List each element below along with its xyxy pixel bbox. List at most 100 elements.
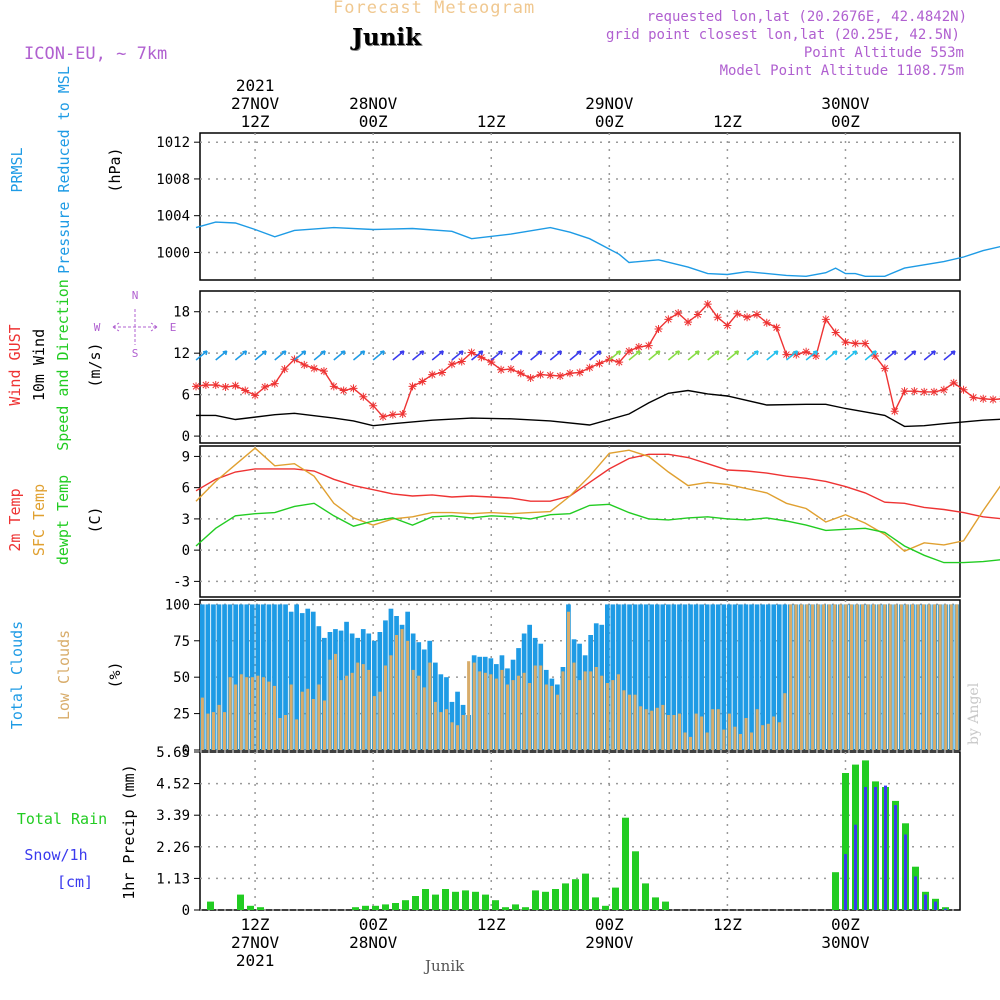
gust-marker xyxy=(664,315,673,324)
low-cloud-bar xyxy=(300,691,304,750)
time-tick-label: 27NOV xyxy=(231,933,280,952)
total-cloud-bar xyxy=(610,604,616,750)
axis-label: 10m Wind xyxy=(30,329,48,401)
gust-marker xyxy=(654,325,663,333)
gust-marker xyxy=(890,407,899,416)
gust-marker xyxy=(733,309,742,318)
gust-marker xyxy=(270,379,279,388)
low-cloud-bar xyxy=(844,604,848,750)
low-cloud-bar xyxy=(589,671,593,750)
total-cloud-bar xyxy=(377,632,383,750)
low-cloud-bar xyxy=(944,604,948,750)
axis-label: dewpt Temp xyxy=(54,475,72,565)
low-cloud-bar xyxy=(400,629,404,750)
wind-arrow xyxy=(923,350,936,361)
low-cloud-bar xyxy=(211,712,215,750)
time-tick-label: 12Z xyxy=(241,915,270,934)
total-cloud-bar xyxy=(738,604,743,750)
gust-marker xyxy=(772,323,781,332)
gust-marker xyxy=(388,410,397,419)
total-cloud-bar xyxy=(322,637,327,750)
gust-marker xyxy=(310,364,319,373)
wind-arrow xyxy=(845,350,858,361)
low-cloud-bar xyxy=(777,722,781,750)
low-cloud-bar xyxy=(206,713,210,750)
time-tick-label: 29NOV xyxy=(585,933,634,952)
low-cloud-bar xyxy=(383,665,387,750)
panel-frame xyxy=(199,290,961,444)
wind-arrow xyxy=(195,350,208,361)
gust-marker xyxy=(556,371,565,380)
gust-marker xyxy=(369,401,378,410)
low-cloud-bar xyxy=(883,604,887,750)
gust-marker xyxy=(359,392,368,401)
y-tick-label: 18 xyxy=(173,305,190,321)
gust-marker xyxy=(939,385,948,394)
total-cloud-bar xyxy=(305,608,311,750)
model-point-altitude: Model Point Altitude 1108.75m xyxy=(719,63,964,79)
snow-bar xyxy=(884,785,887,910)
snow-bar xyxy=(944,908,947,910)
wind-arrow xyxy=(510,350,523,361)
wind-arrow xyxy=(805,350,818,361)
gust-marker xyxy=(979,394,988,403)
gust-marker xyxy=(969,393,978,402)
series-t2m xyxy=(195,453,1000,520)
low-cloud-bar xyxy=(544,684,548,750)
gust-marker xyxy=(949,378,958,387)
rain-bar xyxy=(502,907,509,910)
gust-marker xyxy=(300,360,309,369)
snow-bar xyxy=(914,876,917,910)
low-cloud-bar xyxy=(910,604,914,750)
panel-clouds: 0 25 50 75 100 Total Clouds Low Clouds (%) xyxy=(8,597,961,759)
wind-arrow xyxy=(589,350,602,361)
panel-pressure: 1000 1004 1008 1012 PRMSL Pressure Reduced to… xyxy=(8,66,1000,281)
total-cloud-bar xyxy=(455,691,460,750)
low-cloud-bar xyxy=(727,713,731,750)
gust-marker xyxy=(802,347,811,356)
wind-arrow xyxy=(746,350,759,361)
rain-bar xyxy=(392,903,399,910)
gust-marker xyxy=(920,387,929,396)
low-cloud-bar xyxy=(594,667,598,750)
wind-arrow xyxy=(293,350,307,361)
legend-label: Snow/1h xyxy=(24,846,87,864)
rain-bar xyxy=(462,890,469,910)
low-cloud-bar xyxy=(650,710,654,750)
y-tick-label: 1004 xyxy=(156,209,190,225)
axis-label: Speed and Direction xyxy=(54,279,72,451)
gust-marker xyxy=(713,313,722,322)
low-cloud-bar xyxy=(539,665,543,750)
point-altitude: Point Altitude 553m xyxy=(803,45,964,61)
gust-marker xyxy=(595,359,604,368)
time-tick-label: 30NOV xyxy=(821,94,870,113)
low-cloud-bar xyxy=(317,684,321,750)
rain-bar xyxy=(512,904,519,910)
panel-precip: 0 1.13 2.26 3.39 4.52 5.65 Total Rain Snow/1h [c… xyxy=(17,745,961,919)
low-cloud-bar xyxy=(372,696,376,750)
gust-marker xyxy=(192,382,201,391)
wind-arrow xyxy=(234,350,248,361)
total-cloud-bar xyxy=(727,604,732,750)
total-cloud-bar xyxy=(205,604,211,750)
rain-bar xyxy=(207,901,214,910)
rain-bar xyxy=(472,891,479,910)
wind-arrow xyxy=(884,350,897,361)
wind-arrow xyxy=(549,350,563,361)
low-cloud-bar xyxy=(439,712,443,750)
low-cloud-bar xyxy=(378,691,382,750)
low-cloud-bar xyxy=(849,604,853,750)
rain-bar xyxy=(412,896,419,910)
gust-marker xyxy=(625,347,633,356)
low-cloud-bar xyxy=(456,725,460,750)
total-cloud-bar xyxy=(699,604,704,750)
y-tick-label: 6 xyxy=(182,481,190,497)
low-cloud-bar xyxy=(899,604,903,750)
wind-arrow xyxy=(766,350,779,361)
gust-marker xyxy=(221,383,230,392)
rain-bar xyxy=(642,883,649,910)
gust-marker xyxy=(231,381,240,390)
total-cloud-bar xyxy=(272,604,277,750)
legend-label: [cm] xyxy=(57,873,93,891)
y-tick-label: 12 xyxy=(173,346,190,362)
